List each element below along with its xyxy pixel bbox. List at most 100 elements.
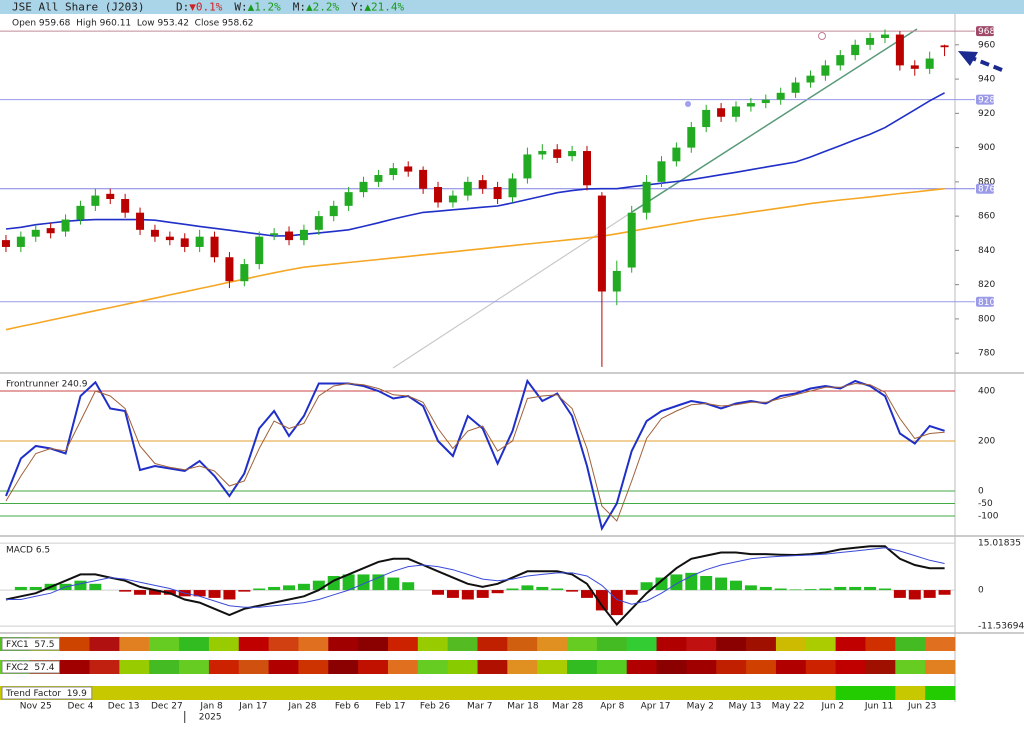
y-tick-label: 940 xyxy=(978,75,995,85)
period-change: Y:▲21.4% xyxy=(351,1,404,14)
histogram-bar xyxy=(342,574,355,591)
candle-body xyxy=(568,151,577,157)
x-tick-label: Feb 17 xyxy=(375,702,405,712)
histogram-bar xyxy=(506,588,519,591)
period-change: D:▼0.1% xyxy=(176,1,223,14)
histogram-bar xyxy=(119,590,132,592)
x-tick-label: Jan 8 xyxy=(199,702,223,712)
heat-cell xyxy=(596,637,628,651)
candle-body xyxy=(225,257,234,282)
heat-cell xyxy=(89,660,120,674)
candle-body xyxy=(180,238,189,247)
period-key: W: xyxy=(234,1,247,14)
histogram-bar xyxy=(923,590,936,598)
histogram-bar xyxy=(461,590,474,600)
histogram-bar xyxy=(759,586,772,591)
candle-body xyxy=(687,127,696,148)
candle-body xyxy=(389,168,398,176)
histogram-bar xyxy=(640,582,653,591)
candle-body xyxy=(434,187,443,203)
heat-cell xyxy=(477,686,508,700)
histogram-bar xyxy=(432,590,445,595)
period-key: D: xyxy=(176,1,189,14)
heat-cell xyxy=(716,637,747,651)
histogram-bar xyxy=(819,588,832,591)
y-tick-label: -50 xyxy=(978,499,993,509)
candle-body xyxy=(255,236,264,265)
candle-body xyxy=(404,166,413,172)
heat-cell xyxy=(716,686,747,700)
heat-cell xyxy=(686,637,717,651)
heat-cell xyxy=(805,637,837,651)
histogram-bar xyxy=(14,586,27,591)
period-change: W:▲1.2% xyxy=(234,1,281,14)
heat-cell xyxy=(746,686,777,700)
y-tick-label: 840 xyxy=(978,246,995,256)
x-tick-label: Jun 23 xyxy=(907,702,936,712)
histogram-bar xyxy=(223,590,236,600)
histogram-bar xyxy=(789,589,802,591)
x-tick-label: May 2 xyxy=(687,702,714,712)
heat-cell xyxy=(447,637,478,651)
strip-label: FXC2 57.4 xyxy=(6,663,55,673)
heat-cell xyxy=(447,660,478,674)
candle-body xyxy=(642,181,651,213)
histogram-bar xyxy=(908,590,921,600)
heat-cell xyxy=(119,660,150,674)
histogram-bar xyxy=(744,585,757,591)
heat-cell xyxy=(775,660,807,674)
heat-cell xyxy=(895,637,926,651)
heat-cell xyxy=(835,660,866,674)
instrument-title: JSE All Share (J203) xyxy=(12,1,144,14)
heat-cell xyxy=(268,637,299,651)
histogram-bar xyxy=(893,590,906,598)
heat-cell xyxy=(746,637,777,651)
heat-cell xyxy=(477,637,508,651)
candle-body xyxy=(46,228,55,234)
candle-body xyxy=(299,229,308,241)
heat-cell xyxy=(358,686,389,700)
histogram-bar xyxy=(357,574,370,591)
x-tick-label: Dec 4 xyxy=(67,702,93,712)
x-tick-label: Nov 25 xyxy=(20,702,52,712)
period-value: ▼0.1% xyxy=(189,1,222,14)
candle-body xyxy=(538,151,547,155)
histogram-bar xyxy=(372,574,385,591)
trendline xyxy=(631,28,918,213)
heat-cell xyxy=(119,637,150,651)
heat-cell xyxy=(626,660,658,674)
candle-body xyxy=(880,34,889,38)
candle-body xyxy=(925,58,934,69)
candle-body xyxy=(16,236,25,247)
header-bar xyxy=(0,0,1024,14)
candle-body xyxy=(657,161,666,182)
histogram-bar xyxy=(148,590,161,595)
heat-cell xyxy=(895,660,926,674)
candle-body xyxy=(761,99,770,104)
candle-body xyxy=(597,195,606,292)
heat-cell xyxy=(358,637,389,651)
histogram-bar xyxy=(700,575,713,591)
anchor-dot xyxy=(818,32,826,40)
histogram-bar xyxy=(715,577,728,591)
histogram-bar xyxy=(566,590,579,592)
candle-body xyxy=(910,65,919,69)
candle-body xyxy=(240,264,249,282)
histogram-bar xyxy=(193,590,206,597)
candle-body xyxy=(821,65,830,76)
histogram-bar xyxy=(774,588,787,591)
y-tick-label: 900 xyxy=(978,143,995,153)
candle-body xyxy=(270,233,279,235)
heat-cell xyxy=(298,637,329,651)
histogram-bar xyxy=(312,580,325,591)
label-box xyxy=(1,686,93,700)
period-change: M:▲2.2% xyxy=(293,1,340,14)
heat-cell xyxy=(775,686,807,700)
heat-cell xyxy=(417,637,449,651)
x-tick-label: Jun 11 xyxy=(864,702,893,712)
histogram-bar xyxy=(253,588,266,591)
candle-body xyxy=(61,219,70,232)
y-tick-label: -100 xyxy=(978,512,999,522)
indicator-line xyxy=(5,382,945,522)
